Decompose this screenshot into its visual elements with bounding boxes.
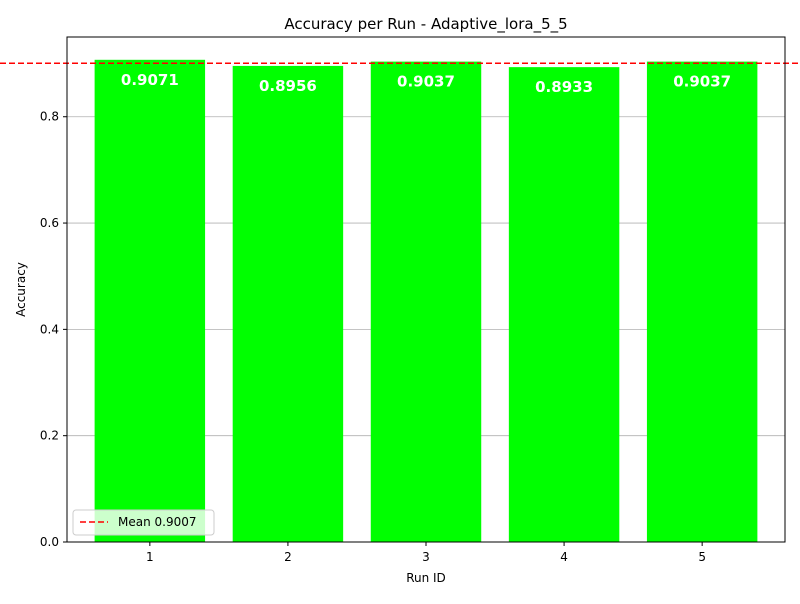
legend-mean-label: Mean 0.9007: [118, 515, 197, 529]
bars-layer: [94, 59, 758, 542]
y-tick-label: 0.4: [40, 322, 59, 336]
x-axis-label: Run ID: [406, 571, 446, 585]
bar: [94, 59, 206, 542]
y-axis-label: Accuracy: [14, 262, 28, 317]
legend: Mean 0.9007: [72, 509, 215, 536]
bar-value-label: 0.8933: [535, 78, 593, 96]
y-tick-label: 0.8: [40, 110, 59, 124]
chart-title: Accuracy per Run - Adaptive_lora_5_5: [284, 15, 567, 34]
y-tick-label: 0.2: [40, 429, 59, 443]
x-tick-label: 5: [698, 550, 706, 564]
bar-value-label: 0.9037: [397, 73, 455, 91]
x-tick-label: 3: [422, 550, 430, 564]
x-tick-label: 4: [560, 550, 568, 564]
bar: [646, 61, 758, 542]
y-tick-label: 0.6: [40, 216, 59, 230]
bar-value-label: 0.9037: [673, 73, 731, 91]
bar-value-label: 0.8956: [259, 77, 317, 95]
bar: [370, 61, 482, 542]
y-tick-label: 0.0: [40, 535, 59, 549]
x-tick-label: 1: [146, 550, 154, 564]
bar: [232, 65, 344, 542]
ticks-layer: 0.0 0.2 0.4 0.6 0.8 1 2 3 4 5: [40, 110, 706, 564]
bar-labels-layer: 0.9071 0.8956 0.9037 0.8933 0.9037: [121, 71, 731, 96]
legend-box: [72, 509, 215, 536]
bar: [508, 67, 620, 542]
x-tick-label: 2: [284, 550, 292, 564]
bar-value-label: 0.9071: [121, 71, 179, 89]
